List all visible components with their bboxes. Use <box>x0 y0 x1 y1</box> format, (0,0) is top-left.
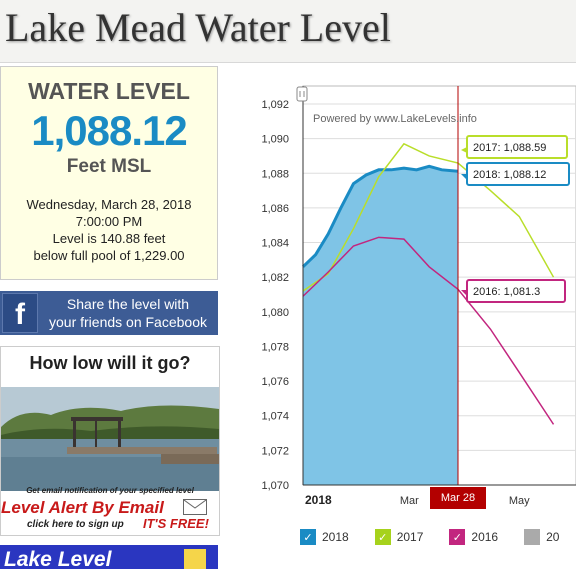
promo-free-text: IT'S FREE! <box>143 516 209 531</box>
y-tick-label: 1,072 <box>261 445 289 457</box>
level-details: Wednesday, March 28, 2018 7:00:00 PM Lev… <box>1 196 217 264</box>
checkbox-icon: ✓ <box>300 529 316 545</box>
current-date-label: Mar 28 <box>441 492 475 504</box>
water-level-unit: Feet MSL <box>66 156 152 177</box>
water-level-panel: WATER LEVEL 1,088.12 Feet MSL Wednesday,… <box>0 66 218 280</box>
y-tick-label: 1,074 <box>261 411 289 423</box>
legend-item-2016[interactable]: ✓ 2016 <box>449 529 498 545</box>
y-tick-label: 1,082 <box>261 272 289 284</box>
legend-item-2018[interactable]: ✓ 2018 <box>300 529 349 545</box>
note-icon <box>184 549 206 569</box>
promo-notify-text: Get email notification of your specified… <box>26 486 194 495</box>
facebook-icon: f <box>2 293 38 333</box>
series-2018-area <box>303 166 458 485</box>
chart-legend: ✓ 2018 ✓ 2017 ✓ 2016 20 <box>300 527 576 547</box>
tooltip-2018-pointer <box>461 174 467 180</box>
page-title: Lake Mead Water Level <box>5 5 391 50</box>
tooltip-2016-pointer <box>461 290 467 296</box>
y-tick-label: 1,090 <box>261 134 289 146</box>
promo-signup-link[interactable]: click here to sign up <box>27 519 124 530</box>
x-tick-label: Mar <box>400 495 419 507</box>
legend-label-older: 20 <box>546 530 560 544</box>
x-tick-label: May <box>509 495 530 507</box>
zoom-handle <box>296 86 308 102</box>
tooltip-2018-text: 2018: 1,088.12 <box>473 169 546 181</box>
lake-level-banner[interactable]: Lake Level <box>0 545 218 569</box>
series-2016-line <box>302 236 555 425</box>
checkbox-icon: ✓ <box>449 529 466 545</box>
y-tick-label: 1,078 <box>261 341 289 353</box>
checkbox-icon: ✓ <box>374 529 391 545</box>
facebook-line-1: Share the level with <box>66 296 190 312</box>
tooltip-2016-text: 2016: 1,081.3 <box>473 286 540 298</box>
level-alert-promo[interactable]: How low will it go? Get email notificati… <box>0 346 220 536</box>
y-tick-label: 1,080 <box>261 307 289 319</box>
y-tick-label: 1,076 <box>261 376 289 388</box>
legend-label-2017: 2017 <box>396 530 424 544</box>
level-below-text: Level is 140.88 feet <box>52 231 166 246</box>
lake-dock-photo <box>1 387 219 491</box>
promo-title: How low will it go? <box>29 353 191 373</box>
facebook-line-2: your friends on Facebook <box>49 314 207 330</box>
y-tick-label: 1,092 <box>261 99 289 111</box>
lake-level-banner-text: Lake Level <box>4 548 112 569</box>
legend-item-older[interactable]: 20 <box>524 529 559 545</box>
water-level-chart: 1,070 1,072 1,074 1,076 1,078 1,080 1,082 1,084… <box>235 84 576 566</box>
level-date: Wednesday, March 28, 2018 <box>26 197 192 212</box>
tooltip-2017-pointer <box>461 147 467 153</box>
powered-by-text: Powered by www.LakeLevels.info <box>313 113 477 125</box>
y-tick-label: 1,088 <box>261 168 289 180</box>
legend-item-2017[interactable]: ✓ 2017 <box>374 529 424 545</box>
page-header: Lake Mead Water Level <box>0 0 576 63</box>
tooltip-2017-text: 2017: 1,088.59 <box>473 142 546 154</box>
x-tick-label: 2018 <box>305 493 332 507</box>
series-2017-line <box>302 142 555 292</box>
current-date-label-box <box>430 487 486 509</box>
level-full-pool-text: below full pool of 1,229.00 <box>33 248 185 263</box>
promo-alert-text[interactable]: Level Alert By Email <box>1 498 164 517</box>
y-tick-label: 1,086 <box>261 203 289 215</box>
checkbox-icon <box>524 529 541 545</box>
level-time: 7:00:00 PM <box>75 214 143 229</box>
chart-svg: 1,070 1,072 1,074 1,076 1,078 1,080 1,082 1,084… <box>261 85 576 509</box>
facebook-share-text: Share the level with your friends on Fac… <box>38 295 218 331</box>
legend-label-2016: 2016 <box>471 530 499 544</box>
facebook-share-button[interactable]: f Share the level with your friends on F… <box>0 291 218 335</box>
water-level-label: WATER LEVEL <box>28 78 190 104</box>
envelope-icon <box>183 499 207 515</box>
water-level-value: 1,088.12 <box>31 107 188 154</box>
legend-label-2018: 2018 <box>322 530 349 544</box>
y-tick-label: 1,084 <box>261 238 289 250</box>
series-2018-line <box>301 164 459 268</box>
y-tick-label: 1,070 <box>261 480 289 492</box>
